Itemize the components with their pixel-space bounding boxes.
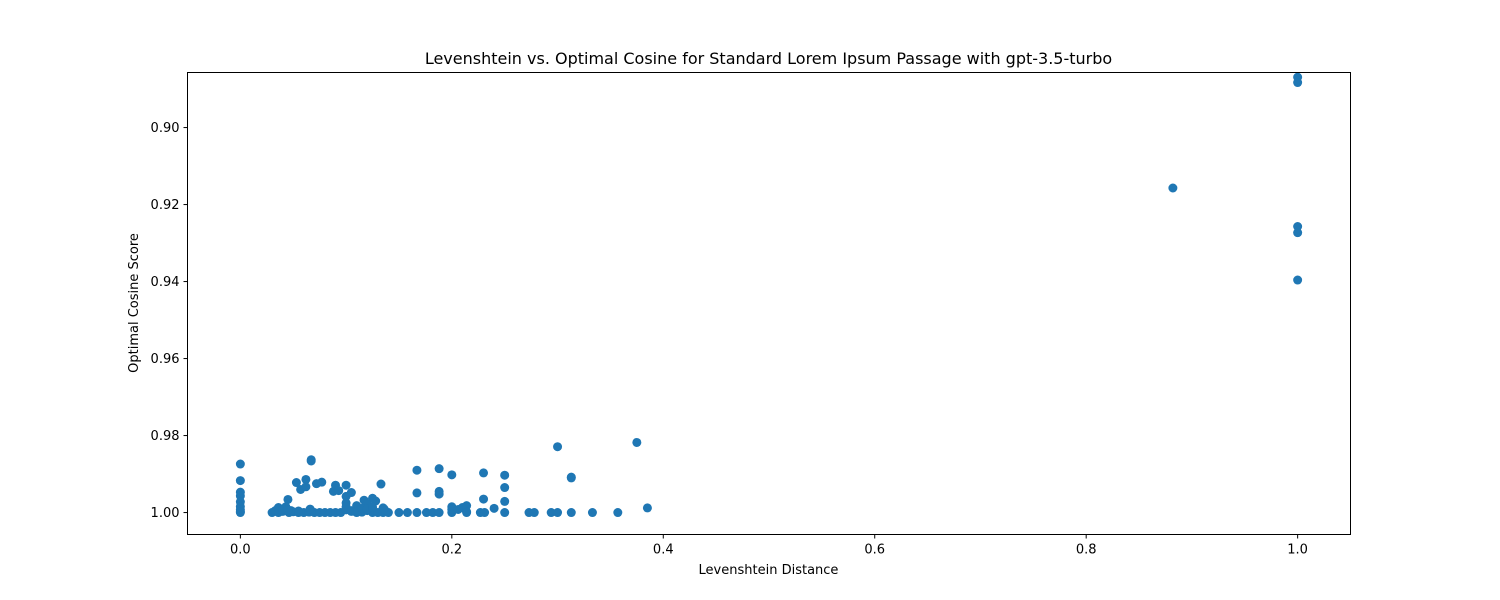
- x-tick-label: 1.0: [1287, 543, 1308, 558]
- x-tick-label: 0.2: [441, 543, 462, 558]
- data-point: [412, 465, 422, 475]
- data-point: [283, 505, 293, 515]
- data-point: [447, 504, 457, 514]
- x-tick-label: 0.0: [230, 543, 251, 558]
- data-point: [402, 508, 412, 518]
- data-point: [394, 508, 404, 518]
- data-points: [235, 72, 1303, 518]
- data-point: [317, 477, 327, 487]
- data-point: [305, 504, 315, 514]
- x-tick-label: 0.4: [653, 543, 674, 558]
- data-point: [1293, 275, 1303, 285]
- data-point: [462, 508, 472, 518]
- data-point: [500, 470, 510, 480]
- data-point: [1293, 78, 1303, 88]
- y-axis-ticks: 0.90 0.92 0.94 0.96 0.98 1.00: [151, 121, 188, 521]
- data-point: [529, 508, 539, 518]
- y-tick-label: 0.90: [151, 121, 180, 136]
- data-point: [379, 504, 389, 514]
- y-tick-label: 0.96: [151, 352, 180, 367]
- data-point: [434, 464, 444, 474]
- data-point: [553, 442, 563, 452]
- data-point: [412, 488, 422, 498]
- data-point: [500, 508, 510, 518]
- y-tick-label: 0.94: [151, 275, 180, 290]
- data-point: [368, 493, 378, 503]
- data-point: [500, 496, 510, 506]
- data-point: [294, 506, 304, 516]
- x-axis-ticks: 0.0 0.2 0.4 0.6 0.8 1.0: [230, 534, 1308, 558]
- data-point: [447, 470, 457, 480]
- data-point: [1293, 228, 1303, 238]
- data-point: [235, 507, 245, 517]
- data-point: [334, 486, 344, 496]
- chart-title: Levenshtein vs. Optimal Cosine for Stand…: [425, 49, 1112, 68]
- data-point: [462, 501, 472, 511]
- data-point: [283, 494, 293, 504]
- data-point: [642, 503, 652, 513]
- data-point: [1293, 222, 1303, 231]
- data-point: [546, 508, 556, 518]
- data-point: [428, 508, 438, 518]
- data-point: [500, 483, 510, 493]
- data-point: [235, 459, 245, 469]
- data-point: [479, 468, 489, 478]
- data-point: [632, 437, 642, 447]
- data-point: [587, 508, 597, 518]
- data-point: [306, 456, 316, 466]
- data-point: [235, 476, 245, 486]
- data-point: [453, 504, 463, 514]
- data-point: [566, 508, 576, 518]
- data-point: [291, 478, 301, 488]
- data-point: [434, 508, 444, 518]
- data-point: [368, 502, 378, 512]
- x-tick-label: 0.6: [864, 543, 885, 558]
- x-tick-label: 0.8: [1076, 543, 1097, 558]
- y-axis-label: Optimal Cosine Score: [127, 233, 142, 373]
- y-tick-label: 0.98: [151, 429, 180, 444]
- data-point: [553, 508, 563, 518]
- y-tick-label: 1.00: [151, 506, 180, 521]
- data-point: [301, 474, 311, 484]
- plot-frame: [187, 72, 1351, 535]
- data-point: [566, 473, 576, 483]
- data-point: [480, 508, 490, 518]
- data-point: [301, 482, 311, 492]
- data-point: [412, 508, 422, 518]
- x-axis-label: Levenshtein Distance: [699, 563, 839, 578]
- data-point: [489, 503, 499, 513]
- data-point: [346, 488, 356, 498]
- data-point: [434, 489, 444, 499]
- data-point: [376, 479, 386, 489]
- y-tick-label: 0.92: [151, 198, 180, 213]
- data-point: [479, 494, 489, 504]
- data-point: [1168, 183, 1178, 193]
- data-point: [421, 508, 431, 518]
- data-point: [341, 480, 351, 490]
- data-point: [613, 508, 623, 518]
